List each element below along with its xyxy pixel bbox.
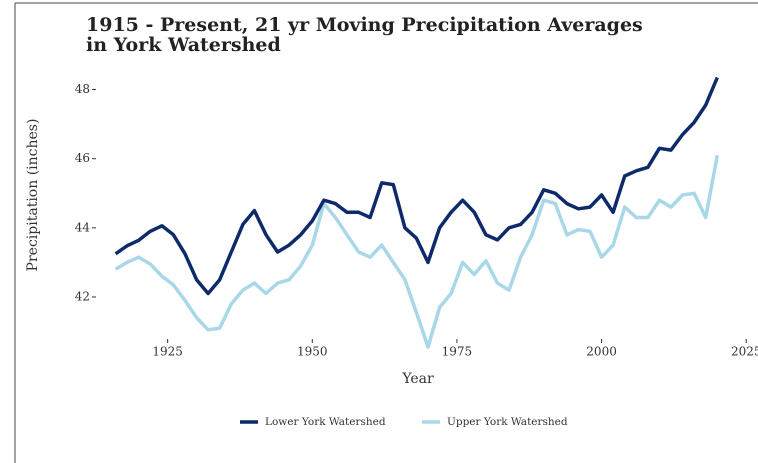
- x-axis-title: Year: [401, 371, 434, 387]
- y-tick-label: 46: [75, 151, 90, 165]
- y-tick-label: 48: [75, 82, 90, 96]
- x-tick-label: 1950: [297, 345, 328, 359]
- x-tick-label: 1975: [442, 345, 473, 359]
- x-tick-label: 2000: [586, 345, 617, 359]
- legend-label: Lower York Watershed: [265, 416, 386, 428]
- y-tick-label: 42: [75, 289, 90, 303]
- y-tick-label: 44: [75, 220, 91, 234]
- y-axis-title: Precipitation (inches): [25, 119, 41, 272]
- chart-title: 1915 - Present, 21 yr Moving Precipitati…: [86, 14, 643, 36]
- x-tick-label: 1925: [152, 345, 183, 359]
- x-tick-label: 2025: [731, 345, 758, 359]
- series-line: [114, 154, 720, 349]
- legend-label: Upper York Watershed: [447, 416, 568, 428]
- chart-title: in York Watershed: [86, 34, 281, 56]
- series-line: [114, 76, 719, 296]
